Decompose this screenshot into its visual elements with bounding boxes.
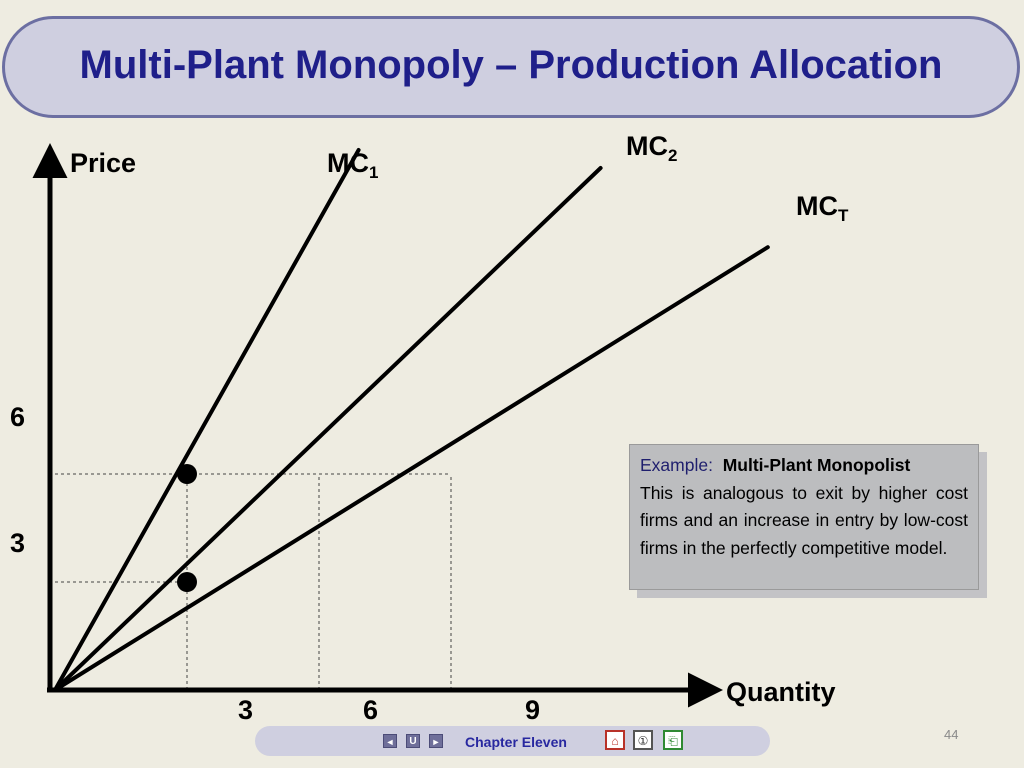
data-point-1: [177, 464, 197, 484]
previous-slide-button[interactable]: ◄: [383, 734, 397, 748]
footer-nav-bar: ◄ U ► Chapter Eleven ⌂ ① ⎗: [255, 726, 770, 756]
example-callout: Example: Multi-Plant Monopolist This is …: [629, 444, 979, 590]
series-label-mc1: MC1: [327, 148, 379, 182]
return-button[interactable]: U: [406, 734, 420, 748]
data-point-2: [177, 572, 197, 592]
x-tick-6: 6: [363, 695, 379, 725]
series-line-mct: [53, 245, 770, 692]
exit-icon[interactable]: ⎗: [663, 730, 683, 750]
page-number: 44: [944, 727, 959, 742]
x-axis-label: Quantity: [726, 677, 836, 707]
y-tick-6: 6: [10, 402, 26, 432]
series-label-mct: MCT: [796, 191, 849, 225]
series-line-mc1: [53, 148, 361, 692]
x-tick-9: 9: [525, 695, 541, 725]
y-axis-label: Price: [70, 148, 137, 178]
y-tick-3: 3: [10, 528, 26, 558]
next-slide-button[interactable]: ►: [429, 734, 443, 748]
home-icon[interactable]: ⌂: [605, 730, 625, 750]
example-key: Example:: [640, 455, 713, 475]
example-heading: Multi-Plant Monopolist: [722, 455, 911, 475]
series-line-mc2: [53, 166, 603, 692]
series-label-mc2: MC2: [626, 131, 678, 165]
x-tick-3: 3: [238, 695, 254, 725]
chapter-link[interactable]: Chapter Eleven: [465, 734, 567, 750]
example-body: This is analogous to exit by higher cost…: [640, 482, 968, 558]
slide-title: Multi-Plant Monopoly – Production Alloca…: [79, 43, 943, 87]
title-banner: Multi-Plant Monopoly – Production Alloca…: [2, 16, 1020, 118]
info-icon[interactable]: ①: [633, 730, 653, 750]
